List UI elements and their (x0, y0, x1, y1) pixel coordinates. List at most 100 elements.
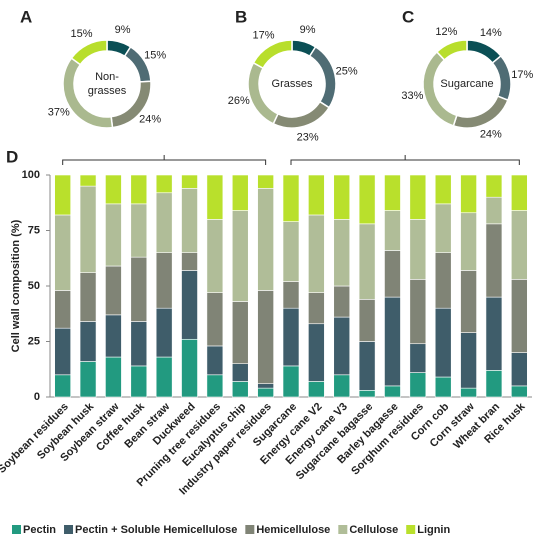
bar-segment (282, 365, 300, 398)
data-label: 24% (139, 114, 161, 126)
bar-segment (181, 270, 198, 340)
bar-segment (282, 221, 300, 282)
donut-segment (452, 95, 509, 129)
bar-segment (181, 252, 198, 271)
y-axis-title: Cell wall composition (%) (10, 219, 22, 352)
legend-swatch (64, 525, 74, 534)
bar-segment (333, 316, 351, 376)
bar-segment (485, 174, 503, 198)
bar-segment (79, 272, 97, 322)
bar-segment (511, 174, 528, 211)
bar-segment (105, 265, 122, 316)
bar-segment (384, 385, 401, 398)
bar-segment (105, 356, 122, 398)
bar-segment (409, 343, 427, 373)
y-tick-label: 25 (28, 335, 40, 347)
y-tick-label: 0 (34, 391, 40, 403)
bar-segment (333, 285, 351, 318)
bar-segment (282, 307, 300, 367)
legend-swatch (12, 525, 21, 534)
y-tick-label: 100 (22, 169, 40, 181)
bar-segment (257, 174, 274, 189)
bar-segment (333, 174, 351, 220)
bar-segment (130, 174, 148, 205)
data-label: 17% (252, 30, 274, 42)
bar-segment (358, 390, 376, 398)
center-label: Non- (95, 71, 119, 83)
bar-segment (155, 307, 173, 358)
data-label: 25% (336, 66, 358, 78)
donut-segment (70, 39, 108, 66)
bar-segment (282, 281, 300, 309)
bar-segment (358, 223, 376, 300)
legend-label: Pectin (23, 524, 56, 536)
y-tick-label: 75 (28, 224, 40, 236)
bar-segment (257, 387, 274, 398)
bar-segment (485, 296, 503, 371)
bar-segment (231, 210, 249, 302)
data-label: 15% (71, 28, 93, 40)
bar-segment (485, 223, 503, 298)
bar-segment (384, 296, 401, 387)
bar-segment (511, 352, 528, 387)
bar-segment (257, 188, 274, 291)
bar-segment (105, 314, 122, 358)
bar-segment (130, 321, 148, 367)
bar-segment (485, 370, 503, 398)
bar-segment (409, 174, 427, 220)
bar-segment (333, 219, 351, 287)
bar-segment (206, 292, 224, 347)
data-label: 17% (511, 69, 533, 81)
bar-segment (79, 361, 97, 398)
bar-segment (409, 219, 427, 280)
bar-segment (358, 174, 376, 225)
donut-segment (491, 54, 512, 102)
center-label: Sugarcane (440, 78, 493, 90)
bar-segment (308, 174, 325, 216)
bar-segment (181, 338, 198, 398)
bar-segment (206, 219, 224, 293)
bar-segment (130, 256, 148, 322)
bar-segment (308, 323, 325, 382)
bar-segment (460, 270, 477, 333)
bar-segment (130, 203, 148, 258)
bar-segment (206, 374, 224, 398)
bar-segment (155, 192, 173, 253)
bar-segment (409, 372, 427, 398)
bar-segment (206, 345, 224, 376)
bar-segment (79, 185, 97, 273)
legend-label: Cellulose (349, 524, 398, 536)
data-label: 33% (401, 90, 423, 102)
legend-label: Lignin (417, 524, 450, 536)
bar-segment (155, 356, 173, 398)
bar-segment (308, 381, 325, 398)
bar-segment (257, 290, 274, 384)
data-label: 15% (144, 49, 166, 61)
data-label: 23% (297, 132, 319, 144)
group-bracket (290, 155, 520, 165)
bar-segment (257, 383, 274, 389)
legend-label: Hemicellulose (256, 524, 330, 536)
bar-segment (434, 307, 452, 378)
donut-segment (308, 45, 337, 109)
y-tick-label: 50 (28, 280, 40, 292)
center-label: grasses (88, 85, 127, 97)
bar-segment (434, 376, 452, 398)
bar-segment (511, 210, 528, 280)
bar-segment (79, 321, 97, 362)
bar-segment (460, 332, 477, 389)
bar-segment (105, 174, 122, 205)
bar-segment (231, 174, 249, 211)
bar-segment (358, 341, 376, 391)
legend-swatch (245, 525, 255, 534)
bar-segment (130, 365, 148, 398)
bar-segment (384, 250, 401, 298)
bar-segment (54, 374, 71, 398)
bar-segment (54, 327, 71, 376)
bar-segment (434, 252, 452, 309)
bar-segment (485, 196, 503, 225)
bar-segment (308, 214, 325, 293)
bar-segment (79, 174, 97, 187)
bar-segment (231, 363, 249, 382)
data-label: 12% (435, 26, 457, 38)
